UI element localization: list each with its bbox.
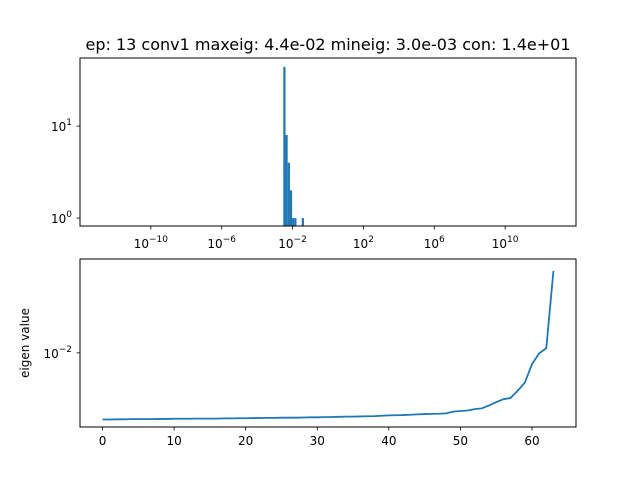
eigenvalue-series-line [102,270,555,421]
x-tick-label-base: 10 [424,237,439,251]
x-tick-label-exponent: 10 [507,235,519,245]
histogram-bar [283,66,286,226]
x-tick-label-exponent: 2 [368,235,374,245]
y-tick-label-exponent: −2 [59,345,72,355]
y-tick-label: 10−2 [43,345,72,361]
x-tick-label-base: 10 [207,237,222,251]
x-tick-label: 10−6 [207,235,236,251]
x-tick-label-base: 10 [353,237,368,251]
x-tick-label: 1010 [492,235,519,251]
y-tick-label-exponent: 0 [66,210,72,220]
eigenvalue-panel: 0 10 20 30 40 50 60 10−2 eigen value [18,258,577,448]
x-tick-label-base: 10 [278,237,293,251]
histogram-frame [79,57,577,227]
x-tick-label: 50 [453,434,468,448]
x-tick-label: 20 [238,434,253,448]
x-tick-label: 0 [99,434,107,448]
eigenvalue-y-ticks: 10−2 [43,345,80,361]
histogram-bar [294,218,297,226]
x-tick-label: 10−10 [134,235,169,251]
x-tick-label-exponent: −2 [294,235,307,245]
histogram-bar [287,162,290,226]
y-tick-label-base: 10 [51,212,66,226]
x-tick-label: 60 [524,434,539,448]
histogram-x-ticks: 10−10 10−6 10−2 102 106 1010 [134,226,519,251]
histogram-bar [289,190,293,226]
eigenvalue-y-axis-label: eigen value [18,308,32,378]
x-tick-label-base: 10 [492,237,507,251]
x-tick-label-exponent: 6 [439,235,445,245]
x-tick-label-exponent: −6 [223,235,237,245]
y-tick-label: 101 [51,118,72,134]
y-tick-label-base: 10 [51,120,66,134]
histogram-bar [301,218,304,226]
histogram-bar [285,135,288,226]
y-tick-label-exponent: 1 [66,118,72,128]
x-tick-label-exponent: −10 [149,235,168,245]
x-tick-label: 40 [381,434,396,448]
eigenvalue-frame [79,258,577,428]
histogram-bars [283,66,304,226]
x-tick-label-base: 10 [134,237,149,251]
x-tick-label: 10 [166,434,181,448]
x-tick-label: 30 [310,434,325,448]
histogram-bar [292,218,295,226]
y-tick-label: 100 [51,210,72,226]
eigenvalue-x-ticks: 0 10 20 30 40 50 60 [99,427,540,448]
y-tick-label-base: 10 [43,347,58,361]
x-tick-label: 102 [353,235,374,251]
histogram-title: ep: 13 conv1 maxeig: 4.4e-02 mineig: 3.0… [85,35,570,54]
x-tick-label: 106 [424,235,445,251]
x-tick-label: 10−2 [278,235,307,251]
